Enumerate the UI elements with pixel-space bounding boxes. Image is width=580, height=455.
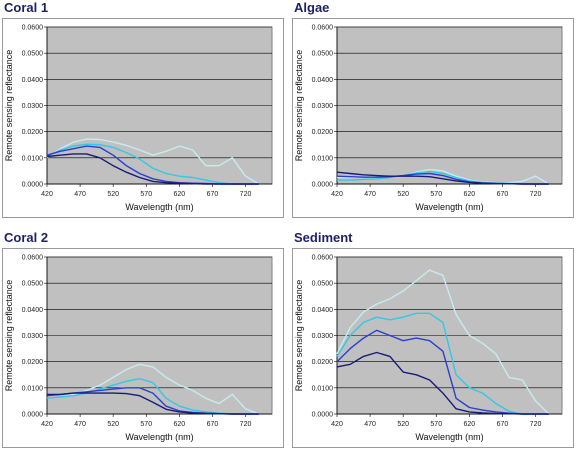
x-tick-label: 520 bbox=[107, 421, 119, 428]
y-tick-label: 0.0200 bbox=[312, 129, 334, 136]
x-tick-label: 620 bbox=[464, 191, 476, 198]
y-tick-label: 0.0000 bbox=[312, 182, 334, 189]
x-tick-label: 720 bbox=[240, 421, 252, 428]
y-tick-label: 0.0600 bbox=[22, 255, 44, 262]
x-axis-label: Wavelength (nm) bbox=[415, 432, 483, 442]
chart-title: Algae bbox=[294, 0, 330, 15]
y-tick-label: 0.0000 bbox=[312, 412, 334, 419]
x-tick-label: 470 bbox=[364, 191, 376, 198]
y-tick-label: 0.0500 bbox=[22, 281, 44, 288]
x-tick-label: 720 bbox=[240, 191, 252, 198]
y-tick-label: 0.0300 bbox=[22, 333, 44, 340]
x-tick-label: 420 bbox=[41, 421, 53, 428]
x-axis-label: Wavelength (nm) bbox=[125, 202, 193, 212]
y-tick-label: 0.0300 bbox=[22, 103, 44, 110]
x-tick-label: 570 bbox=[430, 191, 442, 198]
x-tick-label: 670 bbox=[497, 191, 509, 198]
series-line-2 bbox=[46, 143, 259, 185]
series-line-4 bbox=[336, 351, 549, 415]
y-tick-label: 0.0000 bbox=[22, 182, 44, 189]
x-tick-label: 470 bbox=[364, 421, 376, 428]
x-tick-label: 520 bbox=[107, 191, 119, 198]
chart-svg-algae: 0.0000 0.0100 0.0200 0.0300 0.0400 0.0500 0.06… bbox=[294, 25, 563, 212]
series-line-4 bbox=[46, 153, 259, 185]
y-tick-label: 0.0200 bbox=[312, 359, 334, 366]
chart-panel-sediment: Sediment 0.0000 0.0100 0.0200 0.0300 0.0400 0… bbox=[290, 230, 576, 450]
y-tick-label: 0.0600 bbox=[312, 25, 334, 32]
x-tick-label: 720 bbox=[530, 421, 542, 428]
y-tick-label: 0.0200 bbox=[22, 129, 44, 136]
y-tick-label: 0.0200 bbox=[22, 359, 44, 366]
chart-title: Sediment bbox=[294, 230, 353, 245]
y-tick-label: 0.0100 bbox=[22, 155, 44, 162]
x-tick-label: 470 bbox=[74, 191, 86, 198]
x-tick-label: 670 bbox=[207, 421, 219, 428]
x-axis-label: Wavelength (nm) bbox=[415, 202, 483, 212]
x-tick-label: 670 bbox=[207, 191, 219, 198]
y-tick-label: 0.0400 bbox=[312, 307, 334, 314]
series-line-4 bbox=[336, 171, 549, 185]
x-tick-label: 620 bbox=[464, 421, 476, 428]
series-line-1 bbox=[46, 138, 260, 185]
x-tick-label: 620 bbox=[174, 191, 186, 198]
y-tick-label: 0.0400 bbox=[22, 307, 44, 314]
x-tick-label: 520 bbox=[397, 421, 409, 428]
chart-panel-algae: Algae 0.0000 0.0100 0.0200 0.0300 0.0400 0.05… bbox=[290, 0, 576, 220]
x-tick-label: 570 bbox=[140, 421, 152, 428]
x-tick-label: 670 bbox=[497, 421, 509, 428]
x-tick-label: 620 bbox=[174, 421, 186, 428]
chart-svg-coral-1: 0.0000 0.0100 0.0200 0.0300 0.0400 0.0500 0.06… bbox=[4, 25, 273, 212]
x-tick-label: 420 bbox=[331, 421, 343, 428]
chart-title: Coral 2 bbox=[4, 230, 49, 245]
chart-panel-coral-1: Coral 1 0.0000 0.0100 0.0200 0.0300 0.0400 0.… bbox=[0, 0, 286, 220]
y-tick-label: 0.0500 bbox=[312, 281, 334, 288]
y-tick-label: 0.0300 bbox=[312, 333, 334, 340]
y-tick-label: 0.0600 bbox=[22, 25, 44, 32]
y-tick-label: 0.0300 bbox=[312, 103, 334, 110]
x-tick-label: 520 bbox=[397, 191, 409, 198]
y-tick-label: 0.0500 bbox=[22, 51, 44, 58]
chart-svg-sediment: 0.0000 0.0100 0.0200 0.0300 0.0400 0.0500 0.06… bbox=[294, 255, 563, 442]
y-axis-label: Remote sensing reflectance bbox=[4, 280, 14, 392]
x-tick-label: 420 bbox=[41, 191, 53, 198]
x-axis-label: Wavelength (nm) bbox=[125, 432, 193, 442]
y-tick-label: 0.0000 bbox=[22, 412, 44, 419]
y-axis-label: Remote sensing reflectance bbox=[294, 280, 304, 392]
y-tick-label: 0.0100 bbox=[312, 385, 334, 392]
x-tick-label: 420 bbox=[331, 191, 343, 198]
y-axis-label: Remote sensing reflectance bbox=[4, 50, 14, 162]
y-axis-label: Remote sensing reflectance bbox=[294, 50, 304, 162]
x-tick-label: 570 bbox=[140, 191, 152, 198]
y-tick-label: 0.0500 bbox=[312, 51, 334, 58]
series-line-4 bbox=[47, 392, 259, 415]
x-tick-label: 720 bbox=[530, 191, 542, 198]
x-tick-label: 570 bbox=[430, 421, 442, 428]
series-line-2 bbox=[336, 312, 549, 415]
chart-panel-coral-2: Coral 2 0.0000 0.0100 0.0200 0.0300 0.0400 0.… bbox=[0, 230, 286, 450]
y-tick-label: 0.0100 bbox=[312, 155, 334, 162]
chart-title: Coral 1 bbox=[4, 0, 49, 15]
chart-svg-coral-2: 0.0000 0.0100 0.0200 0.0300 0.0400 0.0500 0.06… bbox=[4, 255, 273, 442]
y-tick-label: 0.0400 bbox=[312, 77, 334, 84]
y-tick-label: 0.0600 bbox=[312, 255, 334, 262]
x-tick-label: 470 bbox=[74, 421, 86, 428]
series-line-1 bbox=[336, 269, 550, 415]
y-tick-label: 0.0400 bbox=[22, 77, 44, 84]
y-tick-label: 0.0100 bbox=[22, 385, 44, 392]
